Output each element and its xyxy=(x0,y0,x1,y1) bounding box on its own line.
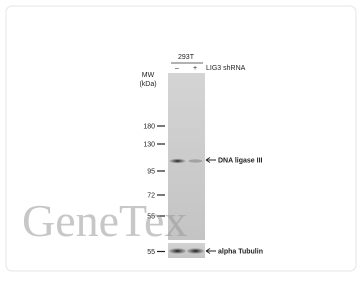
watermark: GeneTex xyxy=(22,195,187,246)
mw-marker: 95 xyxy=(147,169,155,176)
band xyxy=(169,248,186,254)
band-label: alpha Tubulin xyxy=(218,249,263,256)
mw-marker: 180 xyxy=(143,124,155,131)
cell-line: 293T xyxy=(178,54,195,61)
band-label: DNA ligase III xyxy=(218,158,263,165)
mw-marker: 130 xyxy=(143,142,155,149)
band xyxy=(187,248,204,254)
band xyxy=(170,159,186,163)
figure: 293T – + LIG3 shRNA MW (kDa) 18013095725… xyxy=(0,0,362,277)
mw-unit: (kDa) xyxy=(139,81,156,88)
mw-marker: 55 xyxy=(147,249,155,256)
treatment: LIG3 shRNA xyxy=(206,65,246,72)
page: 293T – + LIG3 shRNA MW (kDa) 18013095725… xyxy=(0,0,362,277)
band xyxy=(189,159,203,162)
mw-title: MW xyxy=(142,72,155,79)
lane-label: – xyxy=(175,65,179,72)
lane-label: + xyxy=(193,65,197,72)
